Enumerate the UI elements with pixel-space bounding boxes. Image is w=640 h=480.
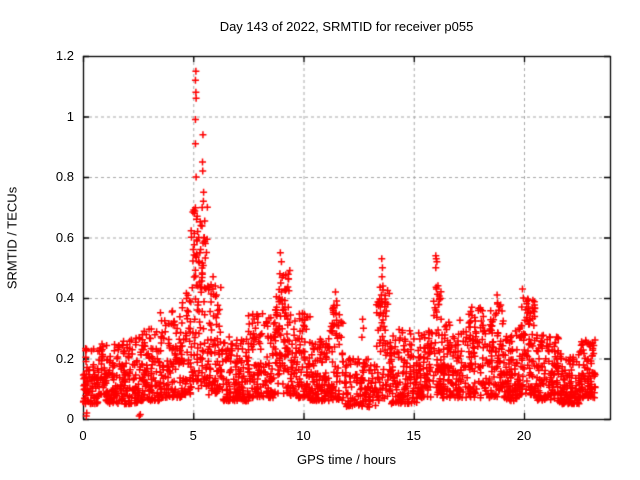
- y-tick-label: 0.8: [55, 169, 74, 184]
- x-tick-label: 15: [406, 428, 421, 443]
- y-tick-label: 0.4: [55, 290, 74, 305]
- y-tick-label: 1: [66, 108, 74, 124]
- x-tick-label: 20: [516, 428, 532, 443]
- y-tick-label: 0.2: [55, 350, 74, 366]
- x-tick-label: 10: [296, 428, 311, 443]
- y-tick-label: 0: [66, 411, 74, 426]
- chart-title: Day 143 of 2022, SRMTID for receiver p05…: [219, 19, 474, 34]
- y-tick-label: 1.2: [55, 48, 74, 63]
- x-axis-label: GPS time / hours: [297, 452, 396, 467]
- y-tick-label: 0.6: [55, 229, 74, 245]
- x-tick-label: 0: [79, 428, 87, 443]
- x-tick-label: 5: [189, 428, 197, 443]
